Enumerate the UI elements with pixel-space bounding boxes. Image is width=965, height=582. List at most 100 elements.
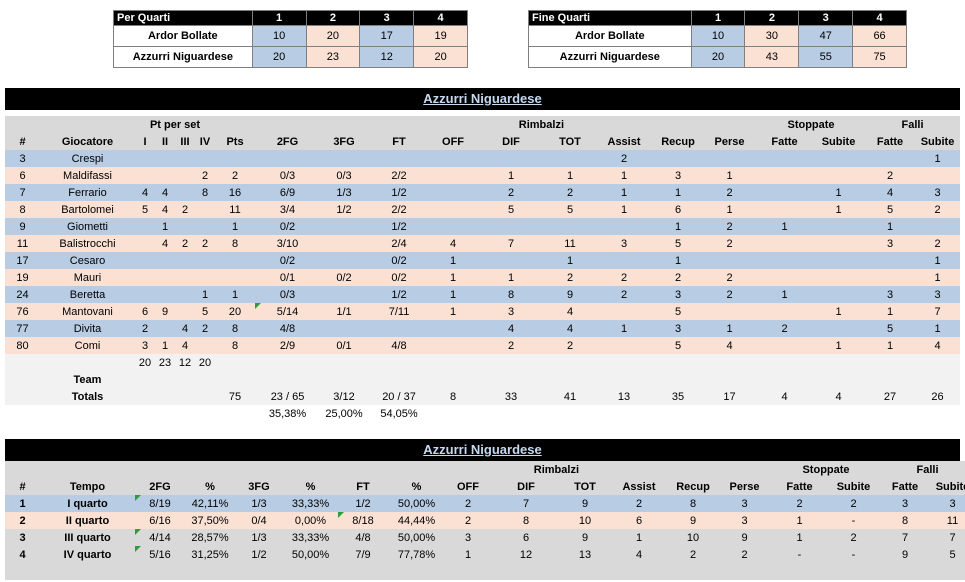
stat-cell: 31,25% bbox=[185, 546, 235, 563]
empty-cell bbox=[757, 405, 812, 422]
empty-cell bbox=[812, 405, 865, 422]
stat-cell: 42,11% bbox=[185, 495, 235, 512]
stat-cell: 3 bbox=[717, 495, 772, 512]
stat-cell: 77 bbox=[5, 320, 40, 337]
stat-cell bbox=[757, 303, 813, 320]
cumulative-score-table: Fine Quarti 1 2 3 4 Ardor Bollate 10 30 47 66 Azzu… bbox=[528, 10, 907, 68]
total-cell: 13 bbox=[594, 388, 655, 405]
empty-cell bbox=[476, 354, 547, 371]
stat-cell bbox=[812, 218, 866, 235]
empty-cell bbox=[654, 405, 702, 422]
column-header: % bbox=[283, 478, 338, 495]
stat-cell: 1/1 bbox=[320, 303, 369, 320]
stat-cell bbox=[175, 303, 195, 320]
empty-cell bbox=[40, 563, 135, 580]
stat-cell: 0/3 bbox=[255, 167, 321, 184]
stat-cell: 19 bbox=[5, 269, 40, 286]
stat-cell bbox=[320, 252, 369, 269]
stat-cell: 5/16 bbox=[135, 546, 185, 563]
stat-cell: 28,57% bbox=[185, 529, 235, 546]
stat-cell: 7/11 bbox=[368, 303, 431, 320]
stoppate-header: Stoppate bbox=[757, 116, 866, 133]
empty-cell bbox=[546, 405, 594, 422]
stat-cell bbox=[195, 269, 216, 286]
column-header: Subite bbox=[930, 478, 965, 495]
rimbalzi-header: Rimbalzi bbox=[445, 461, 609, 478]
score-cell: 10 bbox=[690, 25, 746, 47]
stat-cell: 8/19 bbox=[135, 495, 185, 512]
stat-cell: 1 bbox=[702, 320, 758, 337]
stat-cell: 2 bbox=[702, 235, 758, 252]
table-title: Per Quarti bbox=[113, 10, 253, 26]
stat-cell: 2 bbox=[5, 512, 40, 529]
column-header: Fatte bbox=[880, 478, 930, 495]
stat-cell bbox=[757, 235, 813, 252]
stat-cell: 7 bbox=[915, 303, 961, 320]
column-header: 2FG bbox=[135, 478, 185, 495]
stat-cell bbox=[594, 337, 655, 354]
quarter-header: 3 bbox=[359, 10, 415, 26]
stat-cell: 9 bbox=[561, 529, 609, 546]
empty-cell bbox=[195, 371, 216, 388]
empty-cell bbox=[215, 354, 256, 371]
stat-cell: 4 bbox=[702, 337, 758, 354]
empty-cell bbox=[430, 405, 476, 422]
quarter-name: IV quarto bbox=[40, 546, 135, 563]
stat-cell: 8 bbox=[669, 495, 717, 512]
stat-cell: 2 bbox=[445, 512, 491, 529]
column-header: FT bbox=[338, 478, 388, 495]
empty-cell bbox=[609, 563, 669, 580]
stat-cell bbox=[812, 269, 866, 286]
player-name: Divita bbox=[40, 320, 135, 337]
stat-cell: 3 bbox=[915, 286, 961, 303]
stat-cell: 1/2 bbox=[338, 495, 388, 512]
empty-cell bbox=[915, 405, 960, 422]
stat-cell: 9 bbox=[880, 546, 930, 563]
column-header: II bbox=[155, 133, 175, 150]
player-name: Beretta bbox=[40, 286, 135, 303]
empty-cell bbox=[185, 461, 235, 478]
stat-cell: 2 bbox=[717, 546, 772, 563]
stat-cell: 50,00% bbox=[388, 529, 445, 546]
rimbalzi-header: Rimbalzi bbox=[430, 116, 595, 133]
stat-cell bbox=[915, 218, 961, 235]
stat-cell: 2 bbox=[594, 269, 655, 286]
stat-cell: 1 bbox=[430, 303, 477, 320]
stat-cell bbox=[175, 218, 195, 235]
stat-cell: 1 bbox=[915, 320, 961, 337]
stat-cell bbox=[546, 218, 595, 235]
stat-cell: 8 bbox=[215, 235, 256, 252]
stoppate-header: Stoppate bbox=[772, 461, 880, 478]
empty-cell bbox=[368, 116, 431, 133]
stat-cell: 17 bbox=[5, 252, 40, 269]
stat-cell: 1/3 bbox=[320, 184, 369, 201]
stat-cell: 4 bbox=[135, 184, 155, 201]
total-cell: 3/12 bbox=[320, 388, 369, 405]
empty-cell bbox=[388, 563, 445, 580]
empty-cell bbox=[235, 563, 283, 580]
stat-cell: 1 bbox=[812, 337, 866, 354]
stat-cell bbox=[175, 167, 195, 184]
stat-cell: 2 bbox=[915, 235, 961, 252]
stat-cell: 1 bbox=[812, 201, 866, 218]
empty-cell bbox=[175, 371, 195, 388]
score-row: Azzurri Niguardese 20 23 12 20 bbox=[113, 46, 468, 68]
stat-cell: 0/2 bbox=[368, 269, 431, 286]
score-row: Ardor Bollate 10 30 47 66 bbox=[528, 25, 907, 47]
stat-cell: 2 bbox=[609, 495, 669, 512]
column-header: Giocatore bbox=[40, 133, 135, 150]
stat-cell bbox=[320, 235, 369, 252]
stat-cell bbox=[368, 150, 431, 167]
empty-cell bbox=[338, 563, 388, 580]
empty-cell bbox=[5, 563, 40, 580]
stat-cell: 1/2 bbox=[235, 546, 283, 563]
stat-cell: 1 bbox=[812, 184, 866, 201]
stat-cell: 7 bbox=[491, 495, 561, 512]
empty-cell bbox=[5, 405, 40, 422]
stat-cell: 6 bbox=[491, 529, 561, 546]
empty-cell bbox=[654, 116, 703, 133]
falli-header: Falli bbox=[880, 461, 965, 478]
stat-cell: 2 bbox=[827, 495, 880, 512]
stat-cell: 3 bbox=[135, 337, 155, 354]
stat-cell bbox=[135, 269, 155, 286]
